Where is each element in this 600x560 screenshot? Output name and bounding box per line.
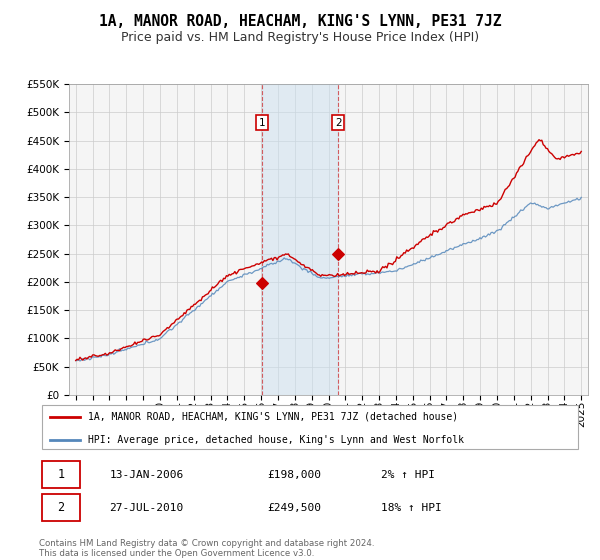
Text: 1A, MANOR ROAD, HEACHAM, KING'S LYNN, PE31 7JZ: 1A, MANOR ROAD, HEACHAM, KING'S LYNN, PE… xyxy=(99,14,501,29)
Text: Contains HM Land Registry data © Crown copyright and database right 2024.
This d: Contains HM Land Registry data © Crown c… xyxy=(39,539,374,558)
Text: 2: 2 xyxy=(57,501,64,514)
Point xyxy=(257,278,266,287)
Text: 2% ↑ HPI: 2% ↑ HPI xyxy=(381,469,435,479)
Text: 2: 2 xyxy=(335,118,341,128)
Text: Price paid vs. HM Land Registry's House Price Index (HPI): Price paid vs. HM Land Registry's House … xyxy=(121,31,479,44)
Text: £198,000: £198,000 xyxy=(267,469,321,479)
Text: 13-JAN-2006: 13-JAN-2006 xyxy=(110,469,184,479)
Text: 1: 1 xyxy=(259,118,265,128)
Text: 27-JUL-2010: 27-JUL-2010 xyxy=(110,503,184,513)
Text: 18% ↑ HPI: 18% ↑ HPI xyxy=(381,503,442,513)
Bar xyxy=(262,84,338,395)
FancyBboxPatch shape xyxy=(42,405,578,449)
Point xyxy=(334,249,343,258)
FancyBboxPatch shape xyxy=(42,461,80,488)
Text: £249,500: £249,500 xyxy=(267,503,321,513)
Text: 1A, MANOR ROAD, HEACHAM, KING'S LYNN, PE31 7JZ (detached house): 1A, MANOR ROAD, HEACHAM, KING'S LYNN, PE… xyxy=(88,412,458,422)
Text: HPI: Average price, detached house, King's Lynn and West Norfolk: HPI: Average price, detached house, King… xyxy=(88,435,464,445)
Text: 1: 1 xyxy=(57,468,64,481)
FancyBboxPatch shape xyxy=(42,494,80,521)
